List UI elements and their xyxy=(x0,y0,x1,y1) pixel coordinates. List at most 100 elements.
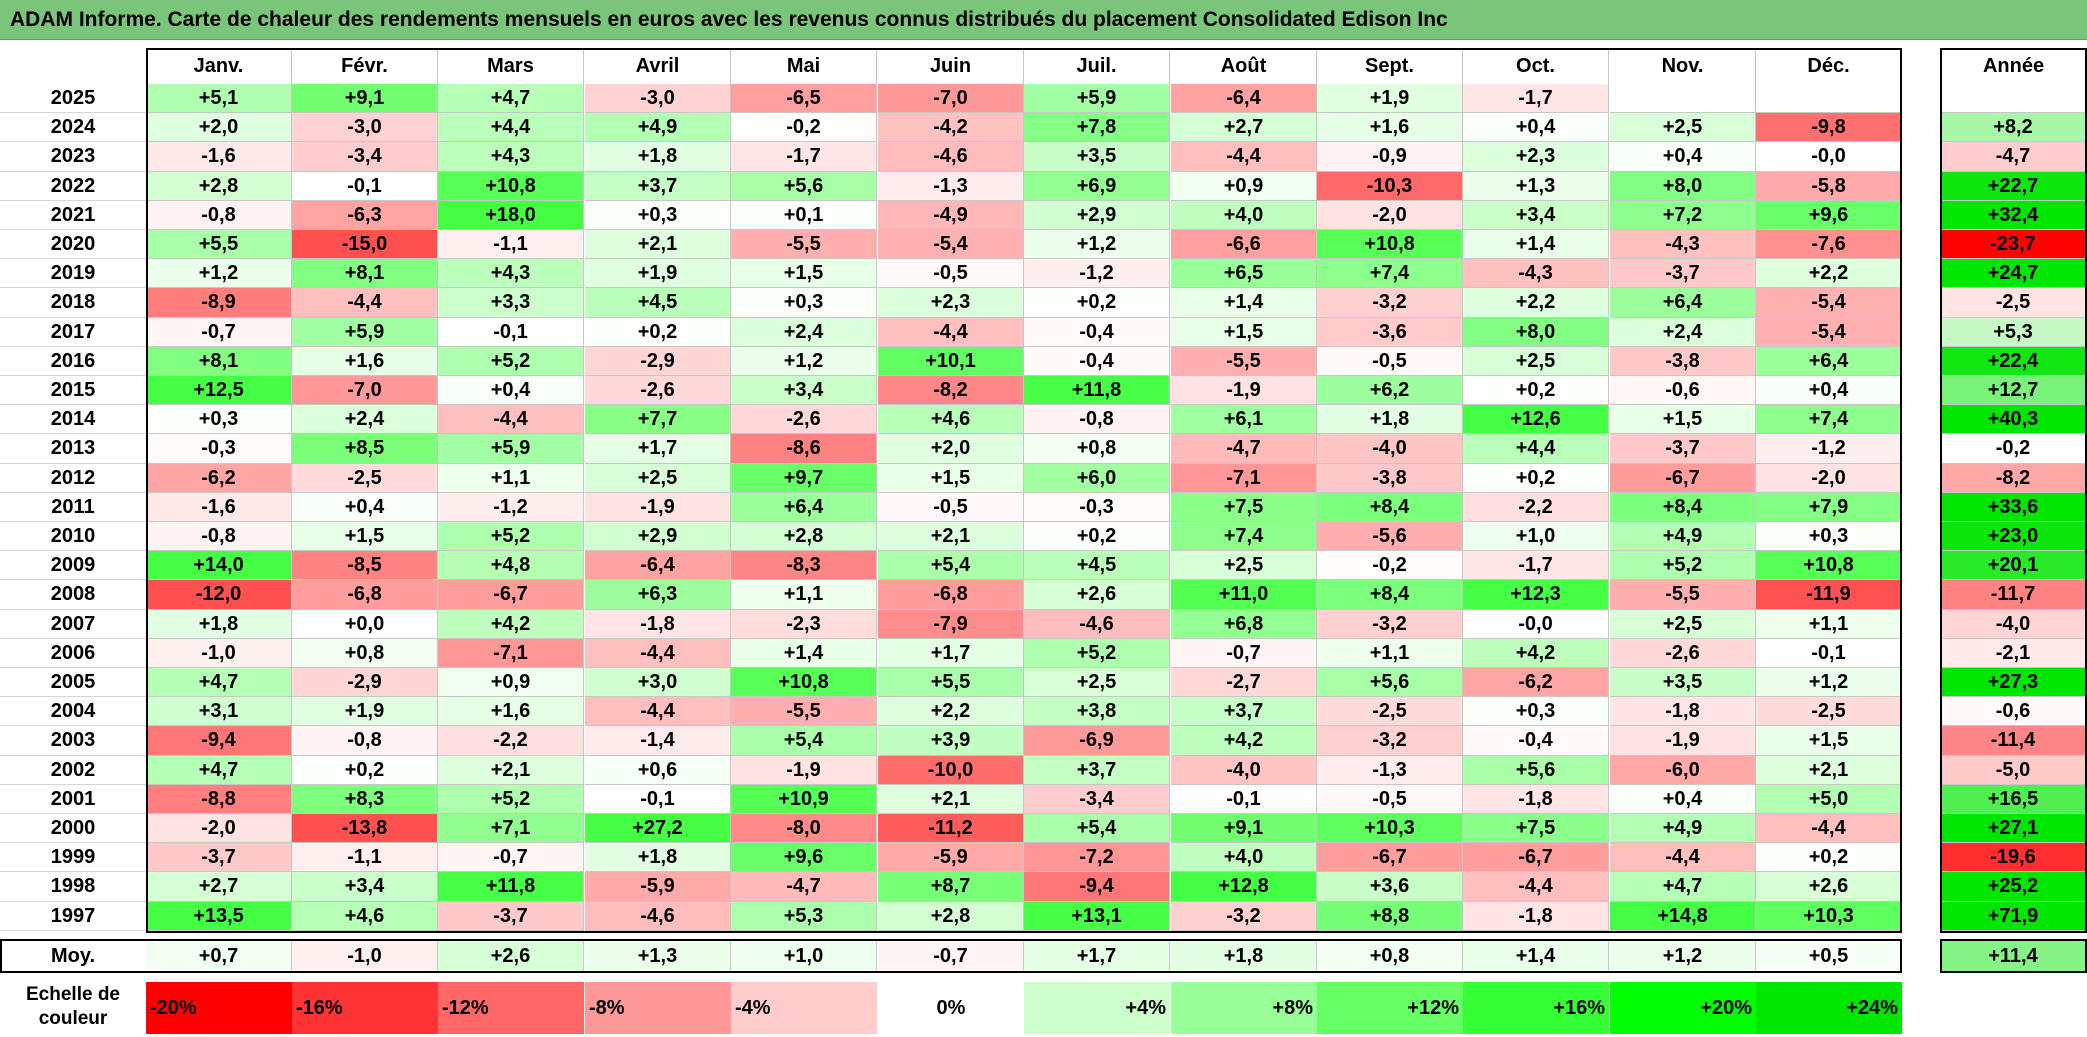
heatmap-cell: -0,5 xyxy=(878,259,1024,289)
heatmap-cell: +2,7 xyxy=(1171,113,1317,143)
legend-swatch: +16% xyxy=(1463,982,1609,1034)
heatmap-cell: -2,5 xyxy=(1317,697,1463,727)
heatmap-cell: -8,5 xyxy=(292,551,438,581)
heatmap-cell: +2,4 xyxy=(731,317,877,347)
column-header: Avril xyxy=(585,48,731,84)
heatmap-cell: +5,9 xyxy=(292,317,438,347)
heatmap-cell: -7,1 xyxy=(438,638,584,668)
heatmap-cell: +2,3 xyxy=(1463,142,1609,172)
heatmap-cell: +2,7 xyxy=(146,872,292,902)
heatmap-cell: +5,2 xyxy=(438,784,584,814)
heatmap-cell: +1,2 xyxy=(731,346,877,376)
heatmap-cell: +2,8 xyxy=(878,901,1024,931)
heatmap-cell: +1,4 xyxy=(731,638,877,668)
heatmap-cell: +2,2 xyxy=(878,697,1024,727)
heatmap-cell: +2,5 xyxy=(1024,668,1170,698)
average-cell: +0,5 xyxy=(1756,938,1902,973)
row-label: 2025 xyxy=(0,84,146,114)
heatmap-cell: +4,2 xyxy=(438,609,584,639)
legend-swatch: -8% xyxy=(585,982,731,1034)
heatmap-cell: +1,4 xyxy=(1171,288,1317,318)
average-cell: +0,8 xyxy=(1317,938,1463,973)
heatmap-cell: -15,0 xyxy=(292,230,438,260)
year-total-cell: -0,2 xyxy=(1940,434,2087,464)
heatmap-cell: +2,1 xyxy=(585,230,731,260)
heatmap-cell: +0,2 xyxy=(1024,288,1170,318)
heatmap-cell: +12,8 xyxy=(1171,872,1317,902)
average-cell: +1,8 xyxy=(1171,938,1317,973)
heatmap-cell: +2,5 xyxy=(1610,609,1756,639)
heatmap-cell: +0,4 xyxy=(1610,784,1756,814)
heatmap-cell: -0,1 xyxy=(1756,638,1902,668)
heatmap-cell: +9,1 xyxy=(1171,814,1317,844)
heatmap-cell: -0,2 xyxy=(1317,551,1463,581)
heatmap-cell: +0,3 xyxy=(1756,522,1902,552)
legend-swatch: 0% xyxy=(878,982,1024,1034)
heatmap-cell: -1,8 xyxy=(1463,901,1609,931)
heatmap-cell: -10,0 xyxy=(878,755,1024,785)
row-label: 2004 xyxy=(0,697,146,727)
heatmap-cell: +6,3 xyxy=(585,580,731,610)
heatmap-cell: +2,1 xyxy=(438,755,584,785)
heatmap-cell: +4,8 xyxy=(438,551,584,581)
average-cell: +2,6 xyxy=(438,938,584,973)
heatmap-cell: -3,0 xyxy=(585,84,731,114)
heatmap-cell xyxy=(1756,84,1902,114)
heatmap-cell: -1,1 xyxy=(438,230,584,260)
heatmap-cell: -9,8 xyxy=(1756,113,1902,143)
column-header: Sept. xyxy=(1317,48,1463,84)
heatmap-cell: +2,6 xyxy=(1024,580,1170,610)
heatmap-cell: +0,8 xyxy=(292,638,438,668)
heatmap-cell: +10,3 xyxy=(1756,901,1902,931)
heatmap-cell: +1,8 xyxy=(585,843,731,873)
year-total-cell: +23,0 xyxy=(1940,522,2087,552)
heatmap-cell: +4,5 xyxy=(1024,551,1170,581)
heatmap-cell: +3,7 xyxy=(1024,755,1170,785)
row-label: 2015 xyxy=(0,376,146,406)
year-total-cell: -11,7 xyxy=(1940,580,2087,610)
legend-title-line: couleur xyxy=(38,1008,108,1029)
average-cell: +1,0 xyxy=(731,938,877,973)
heatmap-cell: -4,4 xyxy=(1463,872,1609,902)
heatmap-cell: -3,2 xyxy=(1171,901,1317,931)
heatmap-cell: -1,1 xyxy=(292,843,438,873)
heatmap-cell: +14,0 xyxy=(146,551,292,581)
heatmap-cell: +6,4 xyxy=(1610,288,1756,318)
heatmap-cell: +6,5 xyxy=(1171,259,1317,289)
heatmap-cell: -6,0 xyxy=(1610,755,1756,785)
heatmap-cell: +10,8 xyxy=(1756,551,1902,581)
heatmap-cell: +3,4 xyxy=(731,376,877,406)
heatmap-cell: +6,2 xyxy=(1317,376,1463,406)
heatmap-cell: +4,9 xyxy=(585,113,731,143)
heatmap-cell: -1,4 xyxy=(585,726,731,756)
row-label: 2018 xyxy=(0,288,146,318)
heatmap-cell: +4,7 xyxy=(146,755,292,785)
legend-swatch: -20% xyxy=(146,982,292,1034)
average-cell: +1,3 xyxy=(585,938,731,973)
heatmap-cell: +18,0 xyxy=(438,200,584,230)
heatmap-cell: +13,1 xyxy=(1024,901,1170,931)
year-total-cell: +12,7 xyxy=(1940,376,2087,406)
heatmap-cell: +5,2 xyxy=(438,346,584,376)
heatmap-cell: +7,5 xyxy=(1171,492,1317,522)
heatmap-cell: -1,8 xyxy=(1610,697,1756,727)
heatmap-cell: -4,2 xyxy=(878,113,1024,143)
year-total-cell: +27,1 xyxy=(1940,814,2087,844)
year-total-cell: +8,2 xyxy=(1940,113,2087,143)
heatmap-cell: +5,4 xyxy=(1024,814,1170,844)
heatmap-cell: -3,7 xyxy=(1610,434,1756,464)
heatmap-cell: -2,6 xyxy=(731,405,877,435)
heatmap-cell: +1,5 xyxy=(731,259,877,289)
heatmap-cell: +1,2 xyxy=(146,259,292,289)
heatmap-cell: -2,9 xyxy=(585,346,731,376)
legend-swatch: +20% xyxy=(1610,982,1756,1034)
heatmap-cell: +3,4 xyxy=(292,872,438,902)
year-total-cell: -2,1 xyxy=(1940,638,2087,668)
heatmap-cell: +0,9 xyxy=(1171,171,1317,201)
heatmap-cell: +4,2 xyxy=(1463,638,1609,668)
heatmap-cell: +4,6 xyxy=(292,901,438,931)
heatmap-cell: -3,7 xyxy=(146,843,292,873)
heatmap-cell: -0,4 xyxy=(1024,317,1170,347)
heatmap-cell: -7,1 xyxy=(1171,463,1317,493)
average-row-label: Moy. xyxy=(50,944,96,967)
